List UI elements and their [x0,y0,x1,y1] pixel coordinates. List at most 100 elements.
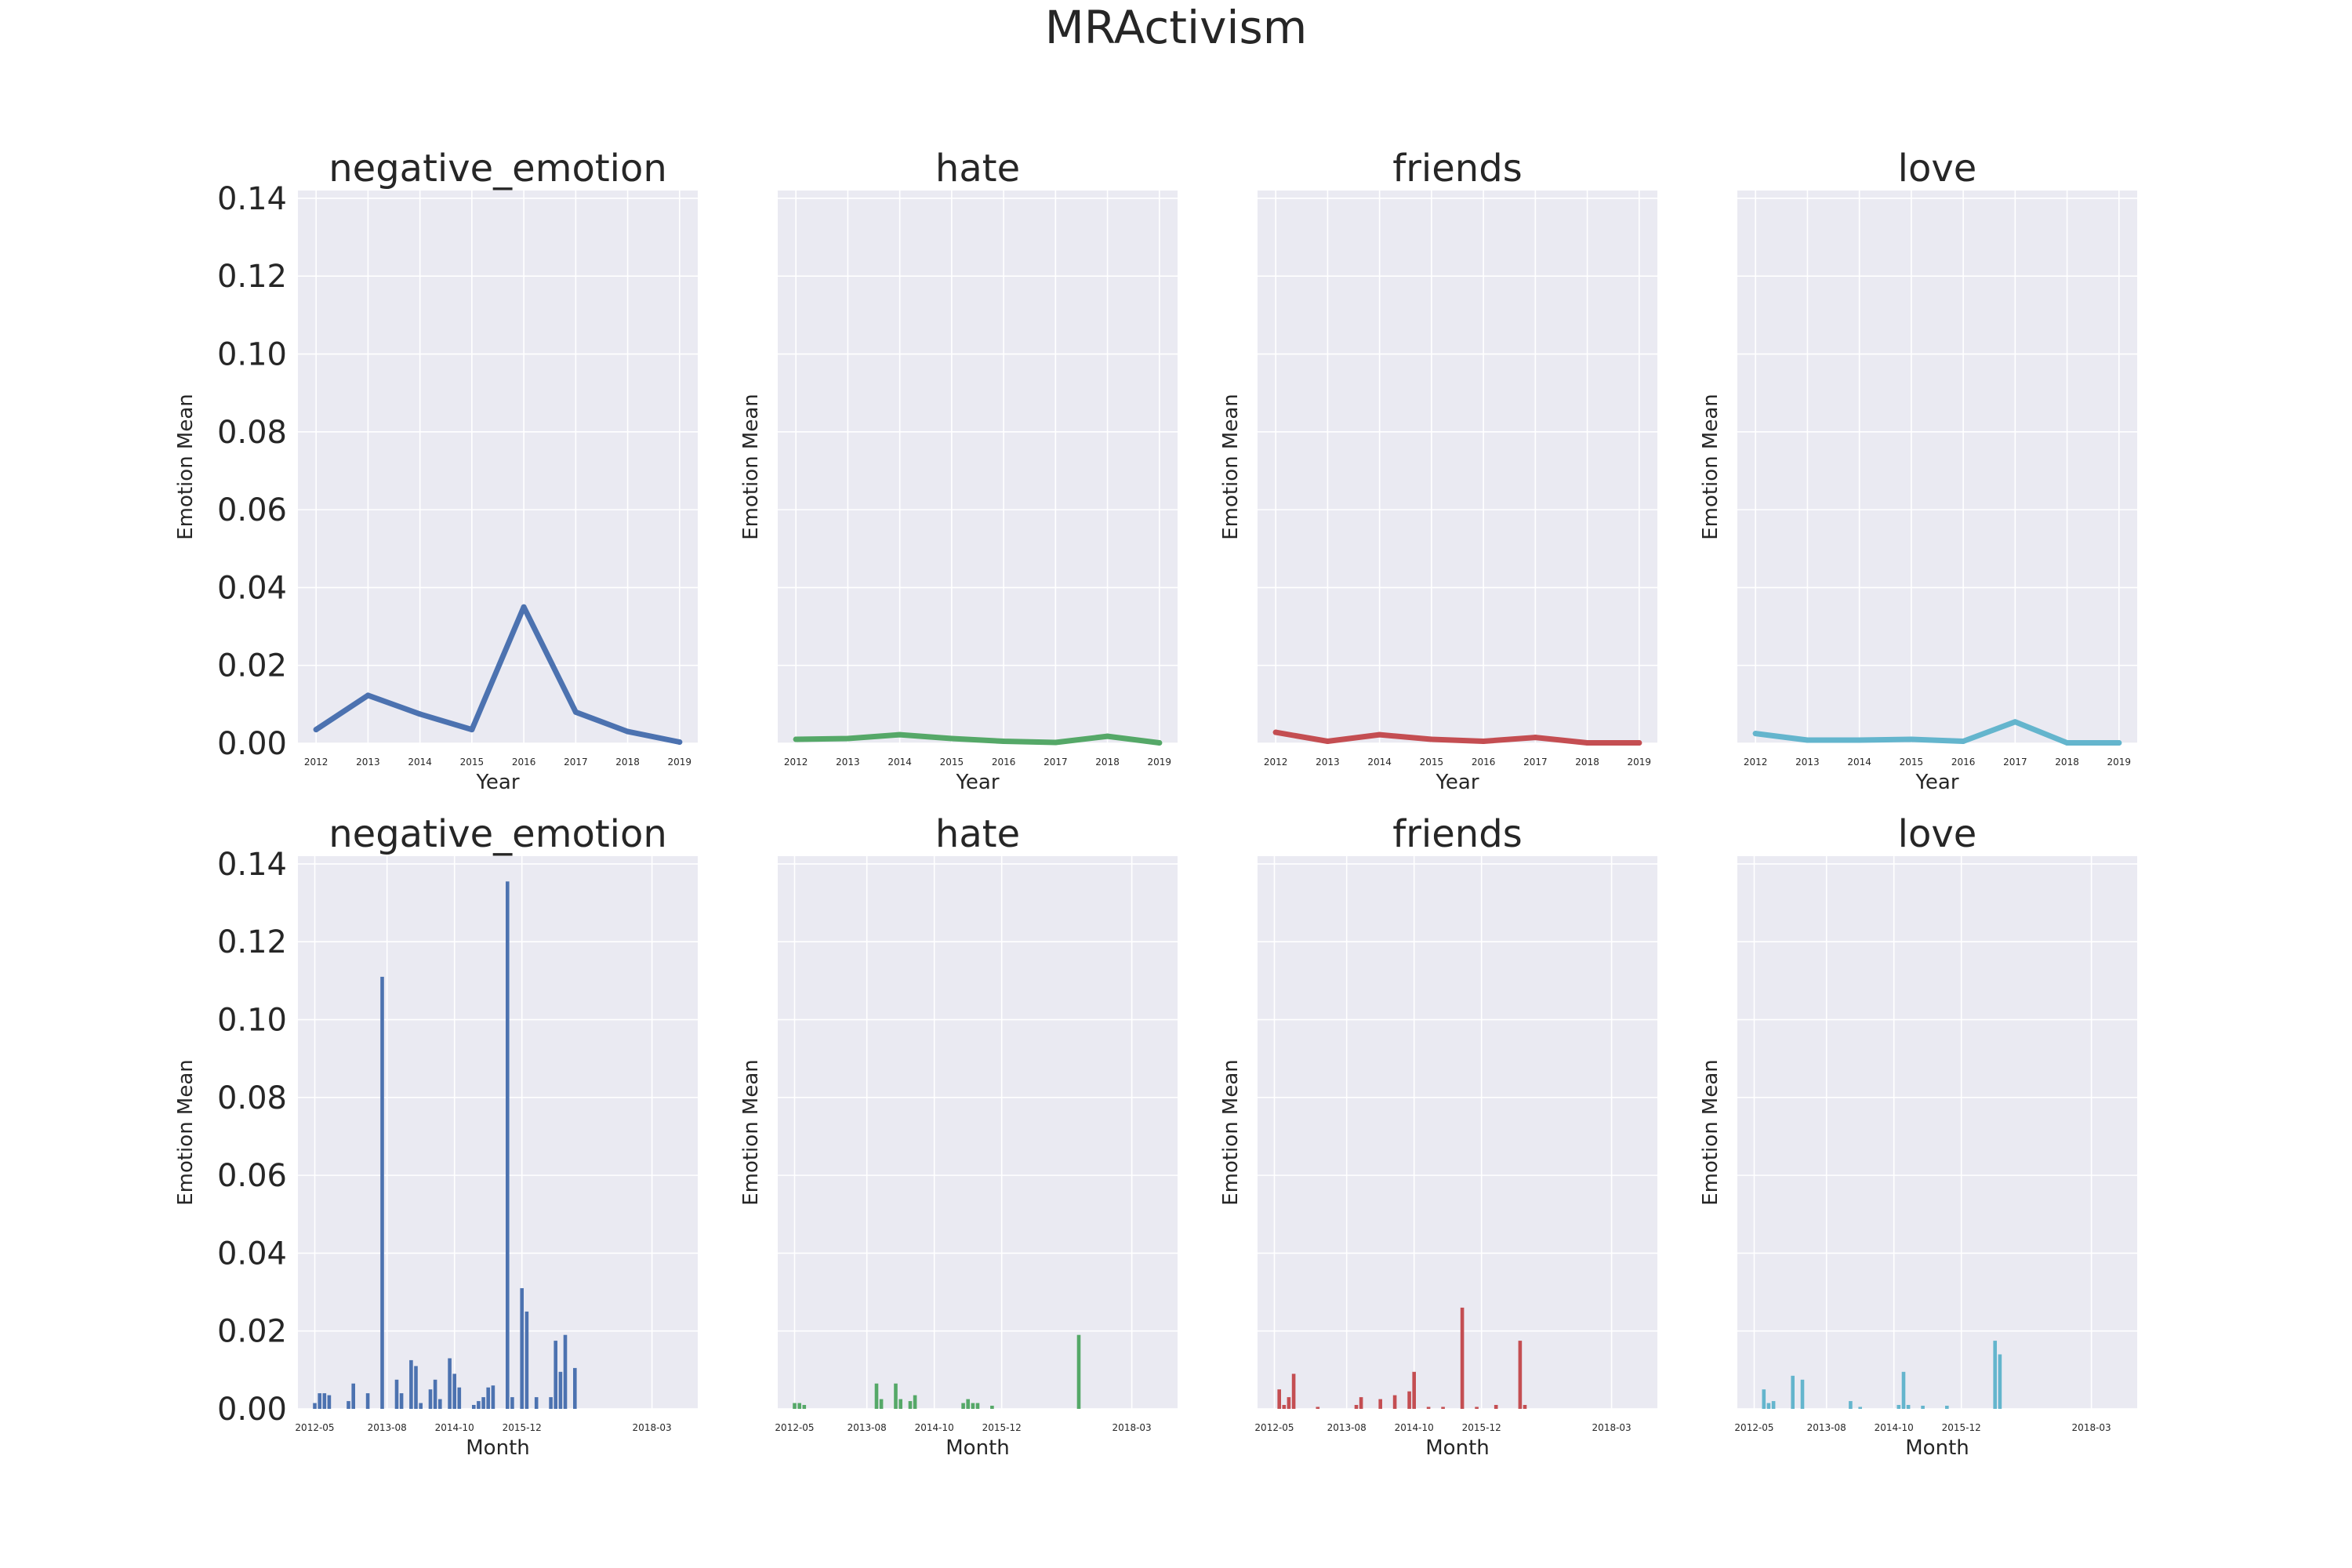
bar [491,1385,495,1409]
bar [1896,1405,1901,1409]
bar [1277,1389,1281,1409]
x-tick-label: 2012 [1744,757,1768,768]
data-point [1324,739,1330,745]
x-tick-label: 2013-08 [368,1422,407,1433]
x-tick-label: 2013 [836,757,860,768]
bar [1800,1379,1805,1409]
bar [409,1359,413,1409]
data-point [1804,737,1810,743]
series-line-negative_emotion [313,604,683,745]
y-tick-label: 0.08 [217,1080,287,1116]
plot-area [778,191,1178,743]
y-axis-label: Emotion Mean [174,394,198,540]
bar [1392,1395,1397,1409]
bar [1518,1341,1523,1409]
bar [433,1379,437,1409]
bar [481,1397,485,1409]
data-point [793,736,799,742]
data-point [2116,740,2122,746]
bar [1921,1406,1925,1409]
data-point [1272,729,1279,735]
bar [1407,1391,1411,1409]
series-line-friends [1272,729,1642,746]
y-tick-label: 0.12 [217,259,287,295]
x-tick-label: 2015 [940,757,964,768]
x-tick-label: 2013-08 [848,1422,887,1433]
x-tick-label: 2013 [1316,757,1340,768]
x-tick-label: 2017 [2003,757,2027,768]
data-point [1857,737,1863,743]
x-tick-label: 2015-12 [503,1422,542,1433]
y-tick-label: 0.02 [217,1314,287,1350]
plot-area [1737,856,2137,1409]
bar [394,1379,399,1409]
x-tick-label: 2019 [668,757,692,768]
x-tick-label: 2012 [784,757,808,768]
y-axis-label: Emotion Mean [174,1059,198,1206]
data-point [1105,733,1111,739]
bar [797,1403,801,1409]
bar [1282,1405,1287,1409]
x-tick-label: 2015 [1420,757,1444,768]
bar [380,976,384,1409]
bar [874,1383,879,1409]
bar [1791,1375,1795,1409]
bar [472,1405,476,1409]
x-tick-label: 2014-10 [1395,1422,1434,1433]
x-tick-label: 2017 [1523,757,1548,768]
y-tick-label: 0.04 [217,570,287,606]
x-tick-label: 2018 [2055,757,2079,768]
bar [419,1403,423,1409]
subplot-line-negative_emotion: 0.00 0.02 0.04 0.06 0.08 0.10 0.12 0.14 2012 2013… [174,147,698,794]
subplot-line-love: 2012 2013 2014 2015 2016 2017 2018 2019 love Year… [1699,147,2137,794]
x-tick-label: 2013-08 [1807,1422,1846,1433]
x-tick-label: 2016 [1472,757,1496,768]
data-point [677,739,683,746]
x-tick-label: 2012-05 [295,1422,334,1433]
bar [908,1401,913,1409]
x-tick-label: 2016 [512,757,536,768]
subplot-title: negative_emotion [328,812,667,856]
bar [534,1397,539,1409]
bar [506,881,510,1409]
bar [1858,1406,1862,1409]
bar [1762,1389,1766,1409]
y-tick-label: 0.10 [217,1003,287,1039]
x-axis-label: Month [946,1436,1010,1460]
x-tick-label: 2012 [1264,757,1288,768]
x-tick-label: 2018-03 [633,1422,672,1433]
bar [524,1311,529,1409]
subplot-title: negative_emotion [328,147,667,191]
bar [966,1399,970,1409]
bar [1475,1406,1479,1409]
subplot-title: friends [1392,147,1522,191]
x-axis-label: Month [1905,1436,1969,1460]
x-tick-label: 2013-08 [1327,1422,1367,1433]
bar [365,1393,370,1409]
bar [1771,1401,1776,1409]
data-point [521,604,527,610]
y-axis-label: Emotion Mean [1699,394,1722,540]
bar [1523,1405,1527,1409]
x-tick-label: 2012-05 [1734,1422,1773,1433]
bar [1378,1399,1382,1409]
x-tick-label: 2012-05 [775,1422,814,1433]
subplots-grid: 0.00 0.02 0.04 0.06 0.08 0.10 0.12 0.14 2012 2013… [174,147,2137,1460]
y-tick-label: 0.14 [217,181,287,217]
x-tick-label: 2012 [304,757,328,768]
bar [1993,1341,1997,1409]
data-point [2064,740,2071,746]
data-point [1156,740,1163,746]
y-tick-label: 0.00 [217,726,287,762]
bar [1998,1354,2002,1409]
data-point [1480,739,1486,745]
data-point [1752,731,1759,737]
x-tick-label: 2019 [2107,757,2132,768]
x-axis-label: Year [1915,771,1958,794]
bar [1354,1405,1359,1409]
data-point [625,728,631,735]
x-tick-label: 2016 [1951,757,1976,768]
y-tick-label: 0.04 [217,1236,287,1272]
series-line-hate [793,731,1163,746]
bar [1287,1397,1291,1409]
